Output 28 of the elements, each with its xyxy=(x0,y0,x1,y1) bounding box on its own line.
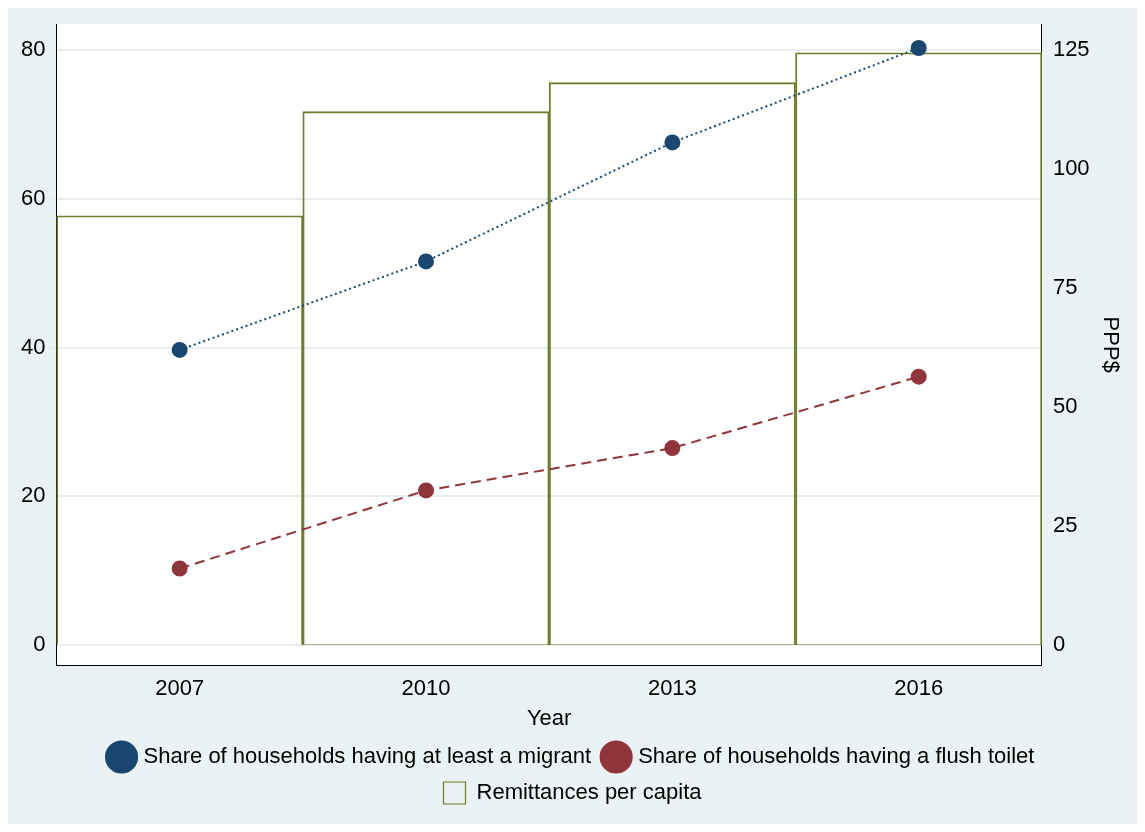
y2-axis-title: PPP$ xyxy=(1098,316,1124,373)
y-tick-label: 0 xyxy=(33,631,46,657)
y-tick-label: 20 xyxy=(20,482,46,508)
point xyxy=(171,560,188,577)
point xyxy=(418,253,434,270)
x-tick-label: 2013 xyxy=(647,675,697,701)
x-tick-label: 2016 xyxy=(894,675,944,701)
y2-tick-label: 25 xyxy=(1052,511,1078,537)
point xyxy=(664,134,681,151)
y2-tick-label: 75 xyxy=(1052,274,1078,300)
legend-label: Share of households having at least a migrant xyxy=(143,743,592,769)
x-tick-label: 2010 xyxy=(401,675,451,701)
y2-tick-label: 100 xyxy=(1052,155,1090,181)
point xyxy=(910,40,927,56)
y-tick-label: 60 xyxy=(20,185,46,211)
y-tick-label: 40 xyxy=(20,333,46,359)
x-axis-title: Year xyxy=(526,704,572,730)
y2-tick-label: 50 xyxy=(1052,393,1078,419)
legend-label: Remittances per capita xyxy=(476,779,703,805)
x-tick-label: 2007 xyxy=(155,675,205,701)
legend-label: Share of households having a flush toilet xyxy=(638,743,1035,769)
point xyxy=(910,368,927,385)
y-tick-label: 80 xyxy=(20,36,46,62)
point xyxy=(664,440,681,457)
point xyxy=(418,482,434,499)
y2-tick-label: 125 xyxy=(1052,36,1090,62)
point xyxy=(171,341,188,358)
y2-tick-label: 0 xyxy=(1052,630,1066,656)
